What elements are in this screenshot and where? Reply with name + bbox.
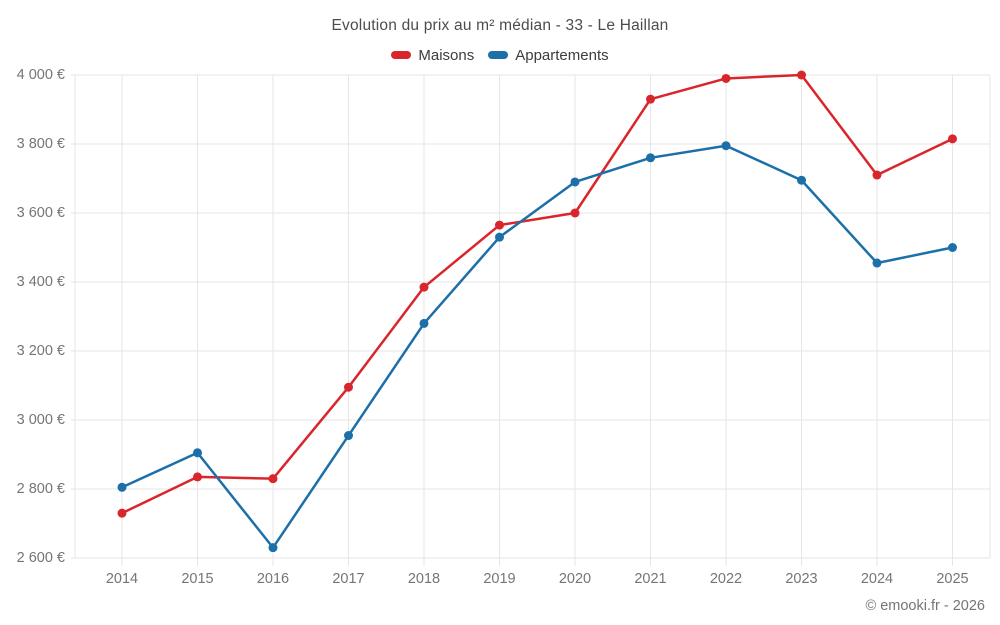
data-point-appartements-2015[interactable] <box>193 448 202 458</box>
legend-label-maisons: Maisons <box>418 46 475 64</box>
data-point-maisons-2021[interactable] <box>646 94 655 104</box>
x-tick-label: 2022 <box>709 571 743 587</box>
data-point-appartements-2022[interactable] <box>721 141 731 151</box>
x-tick-label: 2020 <box>558 571 592 587</box>
data-point-appartements-2019[interactable] <box>495 232 504 242</box>
data-point-appartements-2024[interactable] <box>872 258 882 268</box>
data-point-maisons-2015[interactable] <box>193 472 202 482</box>
data-point-maisons-2020[interactable] <box>570 208 580 218</box>
x-tick-label: 2019 <box>483 571 516 587</box>
data-point-appartements-2025[interactable] <box>948 243 957 252</box>
data-point-maisons-2022[interactable] <box>721 73 731 83</box>
y-tick-label: 2 800 € <box>16 481 65 497</box>
data-point-maisons-2024[interactable] <box>872 170 882 180</box>
data-point-maisons-2017[interactable] <box>344 382 353 392</box>
data-point-appartements-2016[interactable] <box>268 543 278 553</box>
data-point-appartements-2017[interactable] <box>344 431 353 441</box>
data-point-appartements-2018[interactable] <box>419 318 429 328</box>
data-point-maisons-2025[interactable] <box>948 134 957 144</box>
x-tick-label: 2016 <box>256 571 290 587</box>
series-line-appartements <box>120 144 954 549</box>
series-line-maisons <box>120 73 954 515</box>
legend-item-appartements[interactable]: Appartements <box>488 46 609 64</box>
x-tick-label: 2023 <box>785 571 818 587</box>
data-point-maisons-2023[interactable] <box>797 70 806 80</box>
legend-swatch-appartements <box>488 51 509 59</box>
y-tick-label: 3 000 € <box>16 412 65 428</box>
x-tick-label: 2017 <box>332 571 365 587</box>
y-tick-label: 3 600 € <box>16 205 65 221</box>
data-point-maisons-2014[interactable] <box>117 508 127 518</box>
x-tick-label: 2015 <box>181 571 214 587</box>
y-tick-label: 4 000 € <box>16 67 65 83</box>
chart-title: Evolution du prix au m² médian - 33 - Le… <box>331 17 669 34</box>
data-point-appartements-2014[interactable] <box>117 482 127 492</box>
y-tick-label: 3 400 € <box>16 274 65 290</box>
x-tick-label: 2024 <box>860 571 894 587</box>
x-tick-label: 2021 <box>634 571 667 587</box>
y-tick-label: 2 600 € <box>16 550 65 566</box>
legend-swatch-maisons <box>391 51 412 59</box>
data-point-maisons-2019[interactable] <box>495 220 504 230</box>
data-point-appartements-2021[interactable] <box>646 153 655 163</box>
y-tick-label: 3 800 € <box>16 136 65 152</box>
legend-label-appartements: Appartements <box>515 46 609 64</box>
data-point-maisons-2018[interactable] <box>419 282 429 292</box>
data-point-maisons-2016[interactable] <box>268 474 278 484</box>
legend: Maisons Appartements <box>0 45 1000 65</box>
data-point-appartements-2020[interactable] <box>570 177 580 187</box>
x-tick-label: 2018 <box>407 571 441 587</box>
y-tick-label: 3 200 € <box>16 343 65 359</box>
legend-item-maisons[interactable]: Maisons <box>391 47 474 64</box>
x-tick-label: 2025 <box>936 571 969 587</box>
copyright-note: © emooki.fr - 2026 <box>865 598 985 614</box>
x-tick-label: 2014 <box>105 571 139 587</box>
data-point-appartements-2023[interactable] <box>797 175 806 185</box>
